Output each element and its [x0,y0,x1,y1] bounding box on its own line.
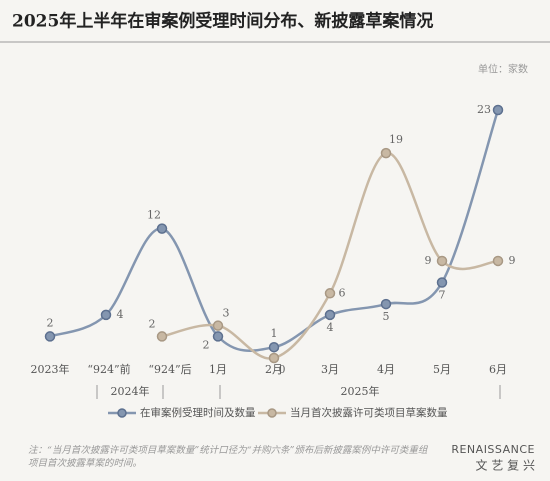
point [212,320,224,331]
point [100,309,112,321]
data-label: 0 [279,363,286,376]
note: 注：“当月首次披露许可类项目草案数量”统计口径为“并购六条”颁布后新披露案例中许… [28,445,428,469]
chart-title: 2025年上半年在审案例受理时间分布、新披露草案情况 [12,11,433,32]
data-label: 9 [425,254,432,267]
x-tick-label: 2023年 [31,362,70,376]
data-label: 2 [47,316,54,329]
x-tick-label: 1月 [209,363,227,376]
point [492,104,504,116]
x-tick-label: “924”前 [87,362,130,376]
point [436,277,448,288]
point [324,309,336,321]
logo-cn: 文 艺 复 兴 [476,458,535,473]
legend-label: 当月首次披露许可类项目草案数量 [290,406,448,419]
point [156,223,168,234]
x-tick-label: 4月 [377,363,395,376]
point [380,298,392,310]
legend-label: 在审案例受理时间及数量 [140,406,256,419]
group-label: 2025年 [341,384,380,398]
data-label: 12 [147,209,161,222]
data-label: 3 [223,307,230,320]
x-tick-label: 5月 [433,363,451,376]
data-label: 23 [477,103,491,116]
point [44,331,56,342]
data-label: 19 [389,133,403,146]
x-tick-label: 6月 [489,363,507,376]
point [156,331,168,342]
data-label: 2 [149,317,156,330]
data-label: 1 [271,327,278,340]
data-label: 7 [439,289,446,302]
note-box: 注：“当月首次披露许可类项目草案数量”统计口径为“并购六条”颁布后新披露案例中许… [28,445,428,469]
point [268,352,280,364]
x-tick-label: 2月 [265,363,283,376]
point [212,331,224,342]
logo-en: RENAISSANCE [451,443,535,456]
point [436,255,448,267]
point [492,255,504,267]
group-label: 2024年 [111,384,150,398]
data-label: 4 [327,321,334,334]
data-label: 6 [339,286,346,299]
legend-marker [267,408,277,418]
point [268,341,280,353]
unit-label: 单位：家数 [478,63,528,76]
data-label: 4 [117,308,124,321]
point [324,288,336,299]
data-label: 5 [383,310,390,323]
point [380,147,392,159]
x-tick-label: 3月 [321,363,339,376]
x-tick-label: “924”后 [148,363,191,376]
legend-marker [117,408,127,418]
data-label: 2 [203,338,210,351]
data-label: 9 [509,254,516,267]
